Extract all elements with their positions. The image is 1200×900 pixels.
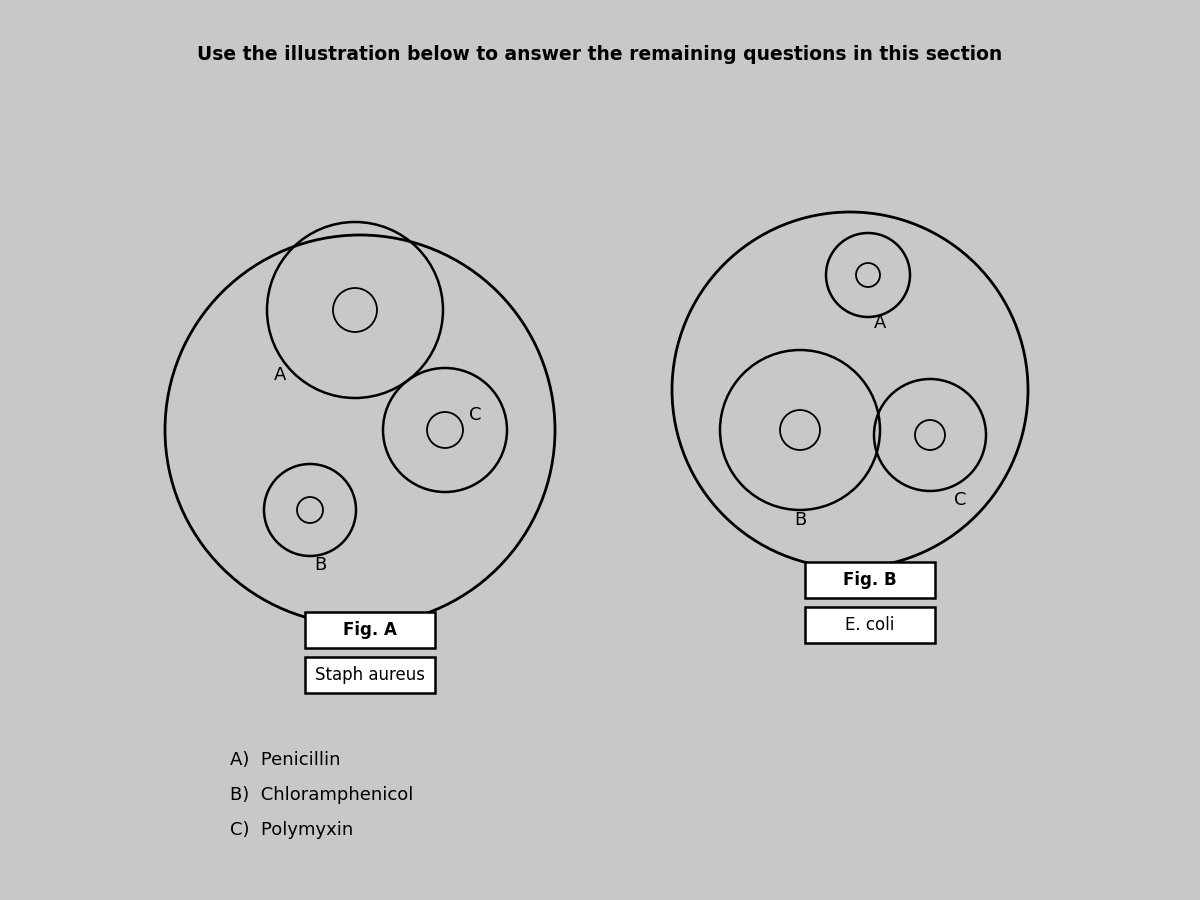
Text: Fig. A: Fig. A [343, 621, 397, 639]
Text: Use the illustration below to answer the remaining questions in this section: Use the illustration below to answer the… [197, 46, 1003, 65]
Text: Fig. B: Fig. B [844, 571, 896, 589]
Text: A: A [274, 366, 286, 384]
Text: C: C [469, 406, 481, 424]
Text: A)  Penicillin: A) Penicillin [230, 751, 341, 769]
Text: E. coli: E. coli [845, 616, 895, 634]
Text: B: B [794, 511, 806, 529]
Text: A: A [874, 314, 886, 332]
FancyBboxPatch shape [305, 657, 436, 693]
Text: C)  Polymyxin: C) Polymyxin [230, 821, 353, 839]
FancyBboxPatch shape [305, 612, 436, 648]
Text: Staph aureus: Staph aureus [314, 666, 425, 684]
FancyBboxPatch shape [805, 607, 935, 643]
Text: B)  Chloramphenicol: B) Chloramphenicol [230, 786, 413, 804]
FancyBboxPatch shape [805, 562, 935, 598]
Text: B: B [314, 556, 326, 574]
Text: C: C [954, 491, 966, 509]
